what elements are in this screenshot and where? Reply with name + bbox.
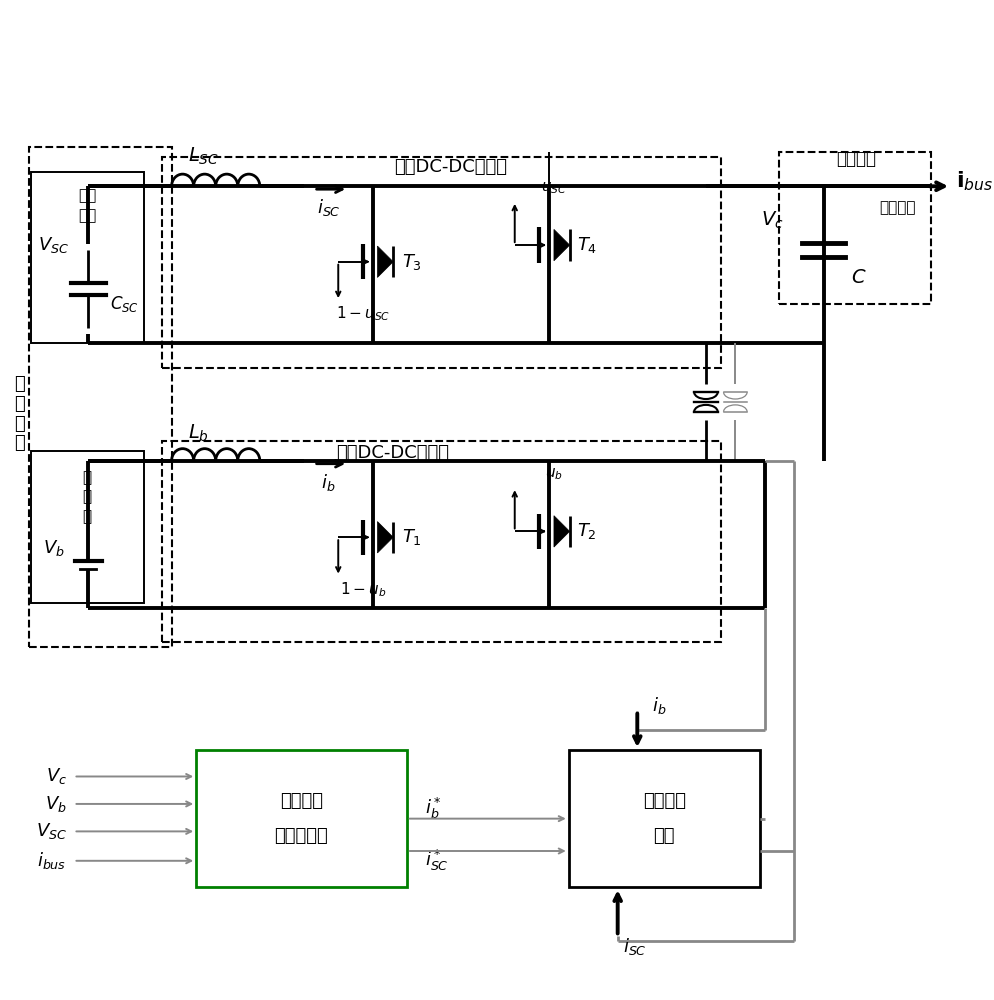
Polygon shape [377,522,393,553]
Text: 双向DC-DC变换器: 双向DC-DC变换器 [394,158,507,176]
Text: $V_b$: $V_b$ [43,538,65,558]
Text: 有限时间: 有限时间 [279,792,323,810]
Text: $u_b$: $u_b$ [545,467,563,482]
Text: 电容: 电容 [79,208,96,223]
Text: 电流调节: 电流调节 [642,792,685,810]
Text: 能: 能 [14,434,25,452]
Text: $T_2$: $T_2$ [577,521,596,541]
Text: 蓄: 蓄 [83,470,91,485]
Text: 储: 储 [14,415,25,433]
Polygon shape [377,246,393,277]
Text: $T_1$: $T_1$ [402,527,421,547]
Text: $1-u_{SC}$: $1-u_{SC}$ [335,304,390,323]
Text: $V_{SC}$: $V_{SC}$ [36,821,67,841]
Text: 超级: 超级 [79,189,96,204]
Bar [32,451,144,603]
Text: 装置: 装置 [653,827,674,845]
Bar [162,441,720,642]
Text: $i_b$: $i_b$ [321,472,335,493]
Text: $T_4$: $T_4$ [577,235,597,255]
Text: $i_b^*$: $i_b^*$ [424,796,441,821]
Bar [569,750,759,887]
Text: 电: 电 [83,490,91,505]
Text: 参考方向: 参考方向 [878,200,914,215]
Text: $i_{SC}$: $i_{SC}$ [622,936,646,957]
Text: 直流母线: 直流母线 [835,150,875,168]
Text: 无源控制器: 无源控制器 [274,827,328,845]
Text: $1-u_b$: $1-u_b$ [339,580,386,599]
Polygon shape [554,229,570,261]
Text: 混: 混 [14,375,25,393]
Text: $V_c$: $V_c$ [46,766,67,786]
Text: $i_{SC}$: $i_{SC}$ [316,197,340,218]
Text: $u_{SC}$: $u_{SC}$ [541,180,567,196]
Text: $V_{SC}$: $V_{SC}$ [39,235,70,255]
Text: $i_b$: $i_b$ [651,695,666,716]
Text: $C_{SC}$: $C_{SC}$ [109,294,139,314]
Bar [32,172,144,343]
Text: 双向DC-DC变换器: 双向DC-DC变换器 [335,444,448,462]
Bar [30,147,171,647]
Text: $\mathbf{i}_{bus}$: $\mathbf{i}_{bus}$ [955,170,992,193]
Bar [778,152,930,304]
Text: $L_{SC}$: $L_{SC}$ [188,146,219,167]
Text: 池: 池 [83,509,91,524]
Text: $C$: $C$ [850,268,866,287]
Text: $V_b$: $V_b$ [45,794,67,814]
Text: 合: 合 [14,395,25,413]
Text: $i_{bus}$: $i_{bus}$ [38,850,67,871]
Text: $i_{SC}^*$: $i_{SC}^*$ [424,848,448,873]
Text: $T_3$: $T_3$ [402,252,421,272]
Text: $L_b$: $L_b$ [188,423,209,444]
Polygon shape [554,516,570,547]
Text: $V_c$: $V_c$ [760,210,783,231]
Bar [196,750,407,887]
Bar [162,157,720,368]
